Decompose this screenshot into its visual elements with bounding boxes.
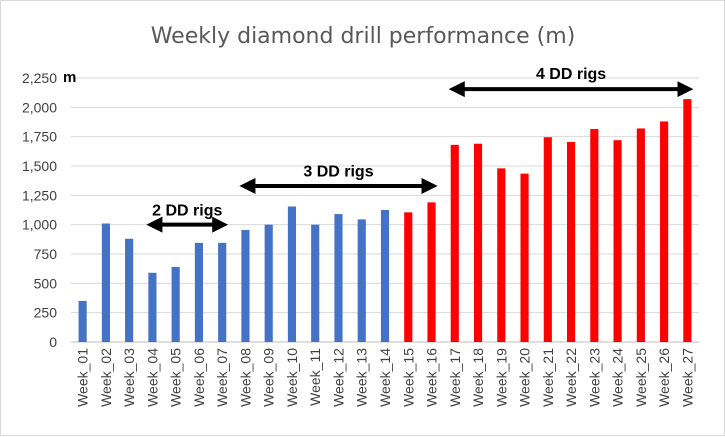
y-tick-label: 1,000 xyxy=(22,217,57,233)
bar xyxy=(241,229,250,342)
x-tick-label: Week_13 xyxy=(354,348,370,407)
x-tick-label: Week_06 xyxy=(191,348,207,407)
x-tick-label: Week_04 xyxy=(144,348,160,407)
x-tick-label: Week_07 xyxy=(214,348,230,407)
bar xyxy=(148,272,157,342)
x-tick-label: Week_12 xyxy=(330,348,346,407)
bar xyxy=(567,141,576,342)
x-tick-label: Week_20 xyxy=(517,348,533,407)
bar xyxy=(380,210,390,342)
x-tick-label: Week_03 xyxy=(121,348,137,407)
bar xyxy=(404,212,413,342)
x-tick-label: Week_22 xyxy=(563,348,579,407)
x-tick-label: Week_11 xyxy=(307,348,323,406)
annotation-label: 2 DD rigs xyxy=(152,202,222,219)
y-tick-label: 1,750 xyxy=(22,129,57,145)
bar xyxy=(613,140,622,342)
bar xyxy=(264,224,273,342)
x-tick-label: Week_05 xyxy=(168,348,184,407)
bar xyxy=(171,266,180,342)
bar xyxy=(450,144,459,342)
x-tick-label: Week_14 xyxy=(377,348,393,407)
x-tick-label: Week_16 xyxy=(424,348,440,407)
x-tick-label: Week_24 xyxy=(610,348,626,407)
y-tick-label: 2,250 xyxy=(22,70,57,86)
y-axis-ticks: 0 250 500 750 1,000 1,250 1,500 1,750 2,000 2,250 xyxy=(22,70,57,350)
x-tick-label: Week_08 xyxy=(237,348,253,407)
x-tick-label: Week_17 xyxy=(447,348,463,407)
y-tick-label: 0 xyxy=(49,334,57,350)
bar xyxy=(357,219,366,342)
x-tick-label: Week_26 xyxy=(656,348,672,407)
x-tick-label: Week_21 xyxy=(540,348,556,407)
y-tick-label: 750 xyxy=(34,246,58,262)
y-tick-label: 1,250 xyxy=(22,187,57,203)
y-tick-label: 1,500 xyxy=(22,158,57,174)
bar xyxy=(543,137,552,342)
x-tick-label: Week_19 xyxy=(493,348,509,407)
x-tick-label: Week_02 xyxy=(98,348,114,407)
annotation-label: 4 DD rigs xyxy=(536,66,606,83)
y-unit-label: m xyxy=(63,69,76,86)
bar xyxy=(101,223,110,342)
x-tick-label: Week_25 xyxy=(633,348,649,407)
bar xyxy=(287,206,297,342)
chart-title: Weekly diamond drill performance (m) xyxy=(151,24,576,49)
x-axis-labels: Week_01 Week_02 Week_03 Week_04 Week_05 Week_… xyxy=(75,348,696,407)
bar xyxy=(636,128,645,342)
bar xyxy=(497,168,506,342)
bar xyxy=(125,238,134,342)
annotation-label: 3 DD rigs xyxy=(303,164,373,181)
bar xyxy=(334,214,343,342)
bar xyxy=(311,224,320,342)
x-tick-label: Week_15 xyxy=(400,348,416,407)
bar xyxy=(660,121,669,342)
bar xyxy=(473,143,483,342)
y-tick-label: 2,000 xyxy=(22,99,57,115)
bar xyxy=(427,202,436,342)
annotations: 2 DD rigs 3 DD rigs 4 DD rigs xyxy=(146,66,694,233)
y-tick-label: 500 xyxy=(34,275,58,291)
bar xyxy=(520,173,529,342)
bars xyxy=(78,99,692,343)
bar xyxy=(590,129,599,342)
bar xyxy=(218,242,227,342)
bar xyxy=(194,242,203,342)
x-tick-label: Week_23 xyxy=(586,348,602,407)
x-tick-label: Week_27 xyxy=(679,348,695,407)
bar xyxy=(683,99,692,343)
x-tick-label: Week_09 xyxy=(261,348,277,407)
y-tick-label: 250 xyxy=(34,305,58,321)
bar xyxy=(78,300,87,342)
x-tick-label: Week_10 xyxy=(284,348,300,407)
x-tick-label: Week_18 xyxy=(470,348,486,407)
x-tick-label: Week_01 xyxy=(75,348,91,407)
